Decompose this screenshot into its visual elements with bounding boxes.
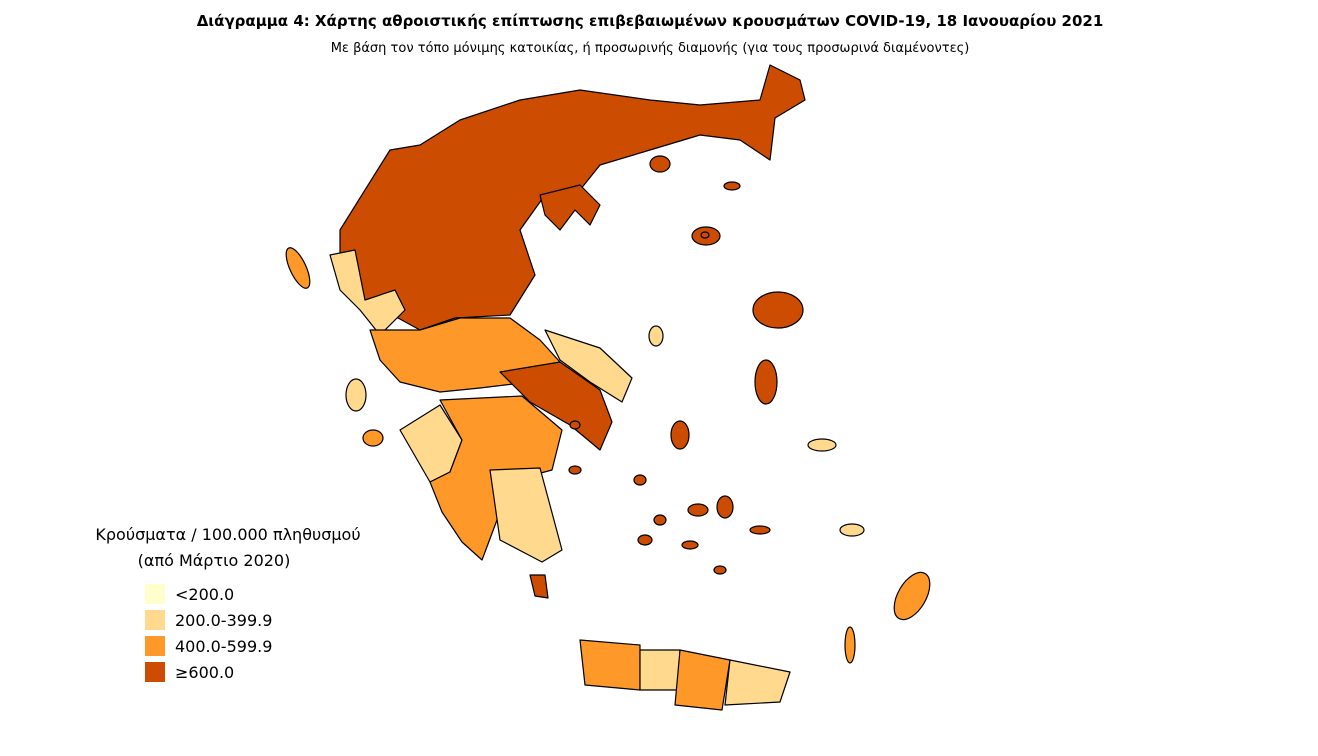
legend-swatch [145,610,165,630]
region [754,359,778,405]
region [569,420,581,430]
region [285,247,311,289]
region [339,64,806,331]
region [670,420,690,450]
legend-title: Κρούσματα / 100.000 πληθυσμού [95,525,360,544]
legend-label: 400.0-599.9 [175,637,272,656]
region [529,574,549,599]
legend-label: <200.0 [175,585,234,604]
region [807,438,837,452]
region [700,231,710,239]
legend-label: 200.0-399.9 [175,611,272,630]
region [362,429,384,447]
region [653,514,667,526]
region [893,571,931,621]
region [568,465,582,475]
legend-swatch [145,636,165,656]
region [648,325,664,347]
legend-label: ≥600.0 [175,663,234,682]
region [544,329,633,403]
region [723,181,741,191]
region [687,503,709,517]
region [637,534,653,546]
legend: <200.0 200.0-399.9 400.0-599.9 ≥600.0 [145,584,272,682]
region [713,565,727,575]
legend-swatch [145,584,165,604]
region [674,649,731,711]
region [539,184,601,231]
region [579,639,641,691]
region [499,361,613,451]
region [639,649,681,691]
region [345,378,367,412]
region [329,249,406,336]
region [681,540,699,550]
legend-swatch [145,662,165,682]
region [749,525,771,535]
region [844,626,856,664]
region [724,659,791,706]
region [489,467,563,563]
region [649,155,671,173]
region [752,291,804,329]
region [633,474,647,486]
region [839,523,865,537]
map [285,64,931,711]
legend-title: (από Μάρτιο 2020) [138,551,291,570]
region [716,495,734,519]
subtitle: Με βάση τον τόπο μόνιμης κατοικίας, ή πρ… [331,41,970,56]
title: Διάγραμμα 4: Χάρτης αθροιστικής επίπτωση… [197,12,1104,30]
